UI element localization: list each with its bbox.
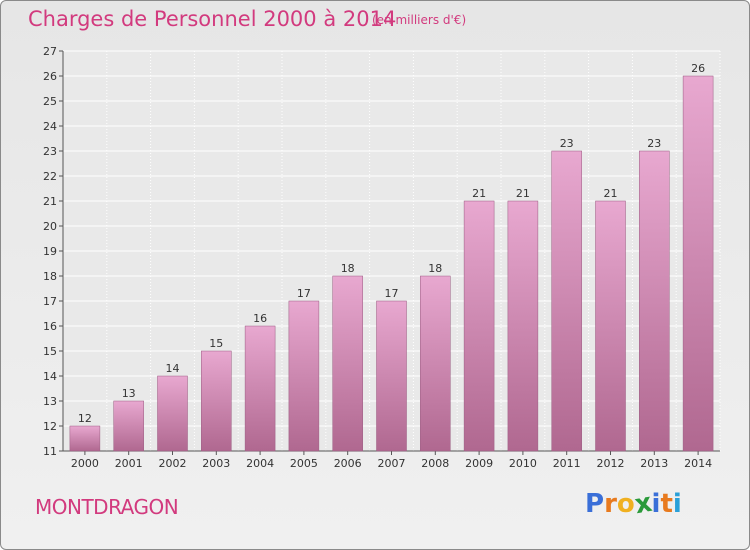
y-tick-label: 17 — [43, 295, 57, 308]
logo-letter: o — [616, 489, 635, 519]
logo-letter: P — [585, 489, 605, 519]
x-tick-label: 2011 — [553, 457, 581, 470]
x-tick-label: 2014 — [684, 457, 712, 470]
chart-title: Charges de Personnel 2000 à 2014 — [28, 7, 397, 31]
bar-2000 — [69, 425, 101, 452]
x-tick-label: 2007 — [378, 457, 406, 470]
bar-2004 — [244, 325, 276, 452]
y-tick-label: 26 — [43, 70, 57, 83]
x-tick-label: 2001 — [115, 457, 143, 470]
bar-2008 — [420, 275, 451, 452]
bar-2002 — [157, 375, 188, 452]
logo-letter: t — [660, 489, 673, 519]
logo-letter: i — [672, 489, 682, 519]
bar-2013 — [639, 150, 670, 452]
y-tick-label: 27 — [43, 45, 57, 58]
y-tick-label: 16 — [43, 320, 57, 333]
data-label: 18 — [341, 262, 355, 275]
bars — [69, 75, 714, 452]
commune-name: MONTDRAGON — [35, 495, 179, 519]
y-tick-label: 22 — [43, 170, 57, 183]
data-label: 16 — [253, 312, 267, 325]
data-label: 26 — [691, 62, 705, 75]
x-tick-label: 2010 — [509, 457, 537, 470]
bar-2006 — [332, 275, 363, 452]
y-tick-label: 20 — [43, 220, 57, 233]
x-tick-label: 2008 — [421, 457, 449, 470]
logo-letter: i — [651, 489, 661, 519]
data-label: 15 — [209, 337, 223, 350]
data-label: 18 — [428, 262, 442, 275]
y-tick-label: 15 — [43, 345, 57, 358]
data-label: 21 — [516, 187, 530, 200]
bar-2010 — [507, 200, 539, 452]
bar-2012 — [595, 200, 626, 452]
x-tick-label: 2003 — [202, 457, 230, 470]
x-tick-label: 2013 — [640, 457, 668, 470]
x-tick-label: 2012 — [597, 457, 625, 470]
y-tick-label: 24 — [43, 120, 57, 133]
y-tick-label: 18 — [43, 270, 57, 283]
y-tick-label: 11 — [43, 445, 57, 458]
data-label: 14 — [166, 362, 180, 375]
x-tick-label: 2002 — [159, 457, 187, 470]
y-tick-label: 14 — [43, 370, 57, 383]
data-label: 13 — [122, 387, 136, 400]
bar-2014 — [682, 75, 714, 452]
data-label: 21 — [604, 187, 618, 200]
x-tick-label: 2009 — [465, 457, 493, 470]
y-tick-label: 23 — [43, 145, 57, 158]
x-tick-label: 2004 — [246, 457, 274, 470]
bar-2007 — [376, 300, 407, 452]
y-tick-label: 19 — [43, 245, 57, 258]
bar-2009 — [463, 200, 495, 452]
data-label: 23 — [647, 137, 661, 150]
x-tick-label: 2000 — [71, 457, 99, 470]
chart-subtitle: (en milliers d'€) — [372, 13, 467, 27]
data-label: 21 — [472, 187, 486, 200]
data-label: 23 — [560, 137, 574, 150]
y-tick-label: 12 — [43, 420, 57, 433]
y-tick-label: 25 — [43, 95, 57, 108]
data-label: 17 — [297, 287, 311, 300]
data-label: 12 — [78, 412, 92, 425]
logo-letter: r — [604, 489, 617, 519]
proxiti-logo[interactable]: Proxiti — [585, 488, 682, 520]
bar-2005 — [288, 300, 320, 452]
y-tick-label: 21 — [43, 195, 57, 208]
y-tick-label: 13 — [43, 395, 57, 408]
bar-2001 — [113, 400, 144, 452]
bar-2011 — [551, 150, 582, 452]
x-tick-label: 2006 — [334, 457, 362, 470]
labels: 11 12 13 14 15 16 17 18 19 20 21 22 23 24 25 26 27 2000 12… — [43, 45, 712, 470]
data-label: 17 — [385, 287, 399, 300]
bar-2003 — [201, 350, 232, 452]
x-tick-label: 2005 — [290, 457, 318, 470]
